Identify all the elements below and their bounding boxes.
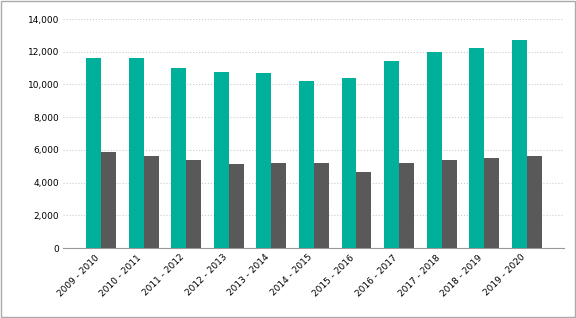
Bar <box>256 73 271 248</box>
Bar <box>128 58 143 248</box>
Bar <box>342 78 357 248</box>
Bar <box>314 163 329 248</box>
Bar <box>271 163 286 248</box>
Bar <box>384 61 399 248</box>
Bar <box>484 158 499 248</box>
Bar <box>427 52 442 248</box>
Bar <box>143 156 158 248</box>
Bar <box>512 39 527 248</box>
Bar <box>527 156 541 248</box>
Bar <box>399 163 414 248</box>
Bar <box>214 72 229 248</box>
Bar <box>101 152 116 248</box>
Bar <box>357 172 372 248</box>
Bar <box>469 48 484 248</box>
Bar <box>86 58 101 248</box>
Bar <box>299 81 314 248</box>
Bar <box>171 68 186 248</box>
Bar <box>186 160 201 248</box>
Bar <box>442 160 457 248</box>
Bar <box>229 164 244 248</box>
